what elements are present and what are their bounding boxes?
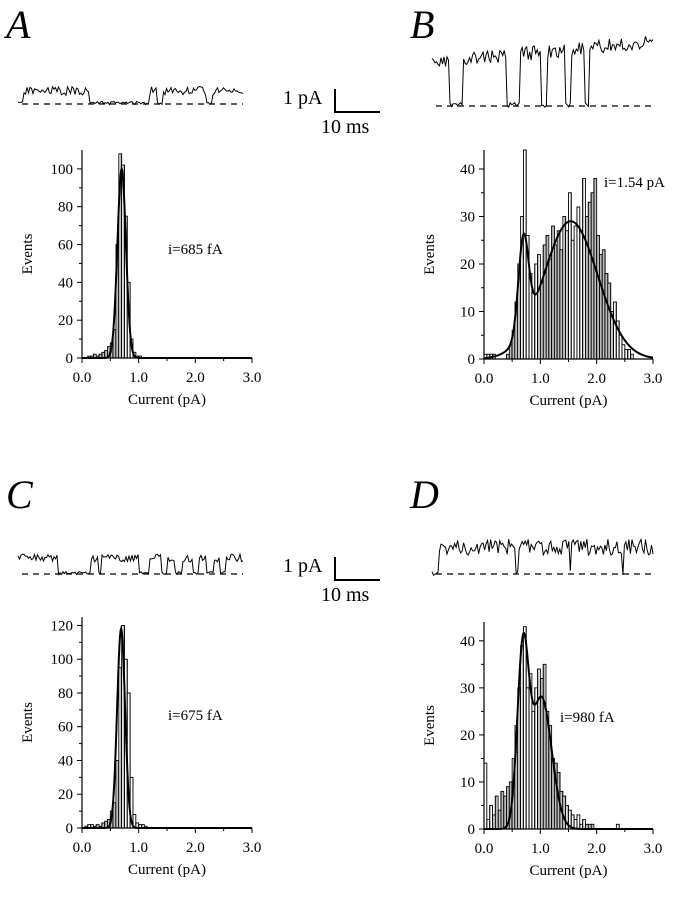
y-tick-label: 40 [460,634,475,650]
scale-bar-lines [334,89,380,113]
y-tick-label: 30 [460,210,475,226]
y-tick-label: 80 [58,200,73,216]
scale-bar-bottom: 1 pA 10 ms [283,555,380,606]
x-tick-label: 0.0 [73,840,92,856]
x-tick-label: 1.0 [129,840,148,856]
trace-d [431,537,654,577]
histogram-bars [483,626,620,830]
x-tick-label: 3.0 [243,370,262,386]
current-trace-line [431,537,654,577]
y-tick-label: 120 [51,618,74,634]
current-trace-line [17,552,244,576]
x-tick-label: 0.0 [73,370,92,386]
y-tick-label: 0 [468,352,476,368]
panel-label-b: B [410,2,434,47]
histogram-panel-d: 0.0 1.0 2.0 3.0 0 10 20 30 40 Current (pA) Events i… [422,622,662,879]
y-tick-label: 20 [58,313,73,329]
y-tick-label: 10 [460,775,475,791]
x-tick-label: 1.0 [129,370,148,386]
y-axis-label: Events [20,702,36,743]
gaussian-fit-curve [82,165,252,359]
unitary-current-annotation: i=1.54 pA [604,175,665,191]
y-tick-label: 40 [460,162,475,178]
trace-b [431,36,654,109]
x-tick-label: 3.0 [644,371,663,387]
panel-label-d: D [409,472,439,517]
histogram-bars [87,153,142,359]
gaussian-fit-curve [82,625,252,829]
scale-bar-top: 1 pA 10 ms [283,87,380,138]
unitary-current-annotation: i=685 fA [168,242,223,258]
current-trace-line [17,85,244,106]
histogram-panel-c: 0.0 1.0 2.0 3.0 0 20 40 60 80 100 120 Current (pA) E… [20,617,261,878]
x-tick-label: 0.0 [475,841,494,857]
y-tick-label: 0 [468,822,476,838]
histogram-panel-b: 0.0 1.0 2.0 3.0 0 10 20 30 40 Current (pA) Events i… [422,149,665,409]
x-tick-label: 2.0 [587,841,606,857]
x-axis-label: Current (pA) [530,393,608,409]
histogram-panel-a: 0.0 1.0 2.0 3.0 0 20 40 60 80 100 Current (pA) Even… [20,150,261,408]
scale-bar-current-label: 1 pA [283,87,323,109]
y-tick-label: 0 [66,351,74,367]
y-tick-label: 100 [51,162,74,178]
current-trace-line [431,36,654,109]
x-tick-label: 3.0 [644,841,663,857]
histogram-bar [630,353,634,360]
unitary-current-annotation: i=980 fA [560,710,615,726]
y-tick-label: 30 [460,681,475,697]
y-axis-label: Events [422,234,438,275]
x-tick-label: 1.0 [531,371,550,387]
gaussian-fit-curve [483,220,654,360]
current-traces [17,36,654,577]
y-tick-label: 20 [460,257,475,273]
y-tick-label: 0 [66,821,74,837]
y-tick-label: 80 [58,686,73,702]
scale-bar-current-label: 1 pA [283,555,323,577]
unitary-current-annotation: i=675 fA [168,708,223,724]
x-axis-label: Current (pA) [128,862,206,878]
y-tick-label: 20 [460,728,475,744]
x-axis-label: Current (pA) [530,863,608,879]
x-axis-label: Current (pA) [128,392,206,408]
y-tick-label: 40 [58,275,73,291]
scale-bar-lines [334,557,380,581]
y-tick-label: 10 [460,305,475,321]
y-axis-label: Events [20,233,36,274]
y-tick-label: 100 [51,652,74,668]
trace-a [17,85,244,106]
y-tick-label: 20 [58,787,73,803]
y-tick-label: 40 [58,753,73,769]
x-tick-label: 2.0 [587,371,606,387]
x-tick-label: 2.0 [186,840,205,856]
panel-label-a: A [3,2,31,47]
y-tick-label: 60 [58,238,73,254]
x-tick-label: 3.0 [243,840,262,856]
scale-bar-time-label: 10 ms [321,116,370,138]
trace-c [17,552,244,576]
x-tick-label: 0.0 [475,371,494,387]
x-tick-label: 2.0 [186,370,205,386]
y-axis-label: Events [422,705,438,746]
x-tick-label: 1.0 [531,841,550,857]
y-tick-label: 60 [58,720,73,736]
panel-label-c: C [6,472,34,517]
scale-bar-time-label: 10 ms [321,584,370,606]
